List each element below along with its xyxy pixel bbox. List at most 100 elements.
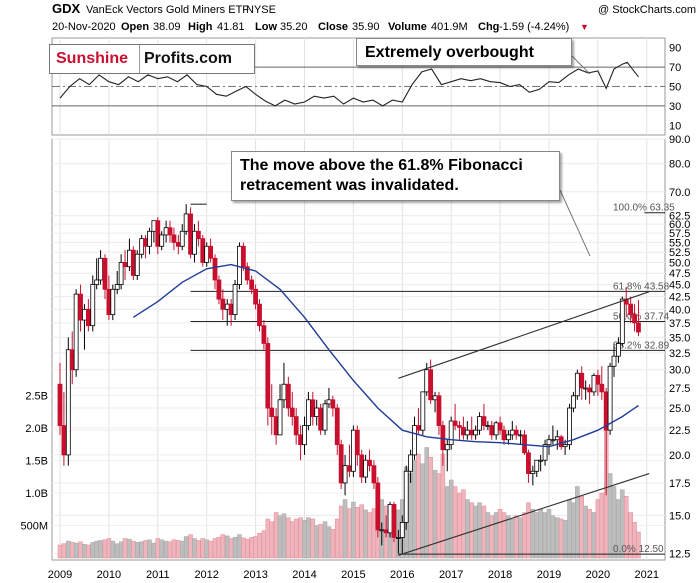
price-tick-label: 45.0 [669,280,690,292]
volume-bar [518,517,523,559]
price-tick-label: 12.5 [669,549,690,561]
candle-body [318,407,324,431]
rsi-line [59,61,639,107]
volume-bar [163,540,169,559]
volume-bar [171,539,177,559]
quote-date: 20-Nov-2020 [52,21,116,33]
candle-body [607,365,613,431]
candle-body [57,383,63,426]
volume-bar [183,536,189,559]
candle-body [102,257,108,290]
candle-body [534,459,540,472]
candle-body [147,230,152,247]
candle-body [395,537,401,539]
volume-bar [179,540,185,559]
volume-bar [257,533,262,559]
volume-bar [176,540,181,559]
candle-body [574,372,580,397]
volume-bar [322,521,328,559]
volume-label: Volume [388,21,427,33]
volume-bar [587,509,592,559]
volume-bar [122,538,128,559]
candle-body [416,425,421,431]
candle-body [127,249,132,268]
volume-bar [241,537,246,559]
candle-body [428,369,434,401]
volume-bar [522,512,527,559]
fib-level-label: 61.8% 43.58 [613,281,670,292]
volume-bar [367,512,372,559]
volume-bar [106,538,112,559]
candle-body [452,420,458,426]
candle-body [65,349,71,456]
candle-body [497,422,503,431]
trendline [398,473,650,556]
volume-bar [501,512,507,559]
candle-body [167,227,173,236]
candle-body [159,234,165,247]
rsi-tick-label: 90 [669,43,681,55]
volume-bar [591,512,597,559]
volume-bar [623,496,629,559]
candle-body [61,425,67,456]
candle-body [151,220,157,232]
volume-bar [338,505,344,559]
price-tick-label: 32.5 [669,348,690,360]
candle-body [420,391,426,431]
candle-body [289,407,295,418]
overbought-callout: Extremely overbought [356,38,572,66]
x-tick-label: 2021 [635,569,659,581]
volume-bar [139,541,144,559]
volume-bar [237,534,242,559]
price-tick-label: 22.5 [669,425,690,437]
volume-bar [220,534,226,559]
volume-bar [538,509,543,559]
moving-average-line [132,263,639,448]
candle-body [322,403,328,431]
volume-bar [335,518,340,559]
volume-bar [196,540,201,559]
volume-bar [416,453,421,559]
volume-bar [286,517,291,559]
volume-bar [127,538,132,559]
x-tick-label: 2013 [243,569,267,581]
x-tick-label: 2011 [146,569,170,581]
candle-body [542,444,548,461]
candle-body [440,425,446,451]
rsi-tick-label: 50 [669,82,681,94]
volume-bar [526,502,531,559]
candle-body [228,303,234,316]
copyright: @ StockCharts.com [598,4,696,16]
volume-bar [135,542,140,559]
price-tick-label: 80.0 [669,159,690,171]
candle-body [513,429,519,436]
volume-bar [510,518,515,559]
candle-body [571,395,576,409]
candle-body [130,249,136,276]
candle-body [195,230,201,240]
volume-bar [98,540,103,559]
candle-body [237,245,242,285]
volume-bar [506,515,511,559]
close-label: Close [318,21,348,33]
volume-bar [408,473,413,559]
candle-body [204,245,210,263]
candle-body [518,434,524,437]
x-tick-label: 2019 [537,569,561,581]
candle-body [628,303,634,316]
volume-bar [420,463,426,559]
candle-body [501,429,507,441]
candle-body [277,399,283,436]
fib-note-line-1: The move above the 61.8% Fibonacci [240,157,523,174]
volume-bar [224,535,230,559]
volume-bar [436,473,442,559]
low-label: Low [255,21,277,33]
candle-body [114,284,120,290]
candle-body [302,425,307,446]
volume-value: 401.9M [431,21,468,33]
candle-body [310,399,316,418]
volume-bar [61,543,67,559]
candle-body [554,436,560,441]
high-value: 41.81 [217,21,245,33]
